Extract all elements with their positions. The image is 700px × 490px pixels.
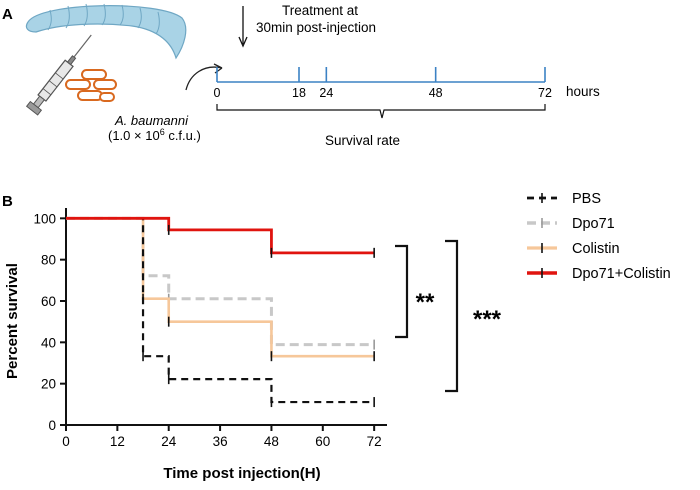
- timeline-tick-label: 18: [292, 86, 306, 100]
- panel-a-label: A: [2, 6, 13, 23]
- treatment-arrow-icon: [238, 6, 248, 48]
- x-tick-label: 48: [264, 434, 279, 449]
- y-tick-label: 60: [41, 294, 56, 309]
- legend-label: PBS: [572, 191, 601, 207]
- dose-label: (1.0 × 106 c.f.u.): [108, 127, 201, 143]
- series-line-dpo71: [66, 216, 375, 347]
- y-tick-label: 40: [41, 335, 56, 350]
- larva-segments: [47, 3, 160, 35]
- x-tick-label: 0: [62, 434, 70, 449]
- legend-item: Dpo71+Colistin: [527, 266, 671, 282]
- x-axis-title: Time post injection(H): [163, 465, 320, 482]
- y-tick-label: 100: [33, 211, 56, 226]
- series-line-dpo71-colistin: [66, 216, 375, 255]
- syringe-icon: [25, 34, 92, 116]
- x-tick-label: 12: [110, 434, 125, 449]
- chart-ticks: 0 12 24 36 48 60 72 0 20 40 60 80 100: [33, 211, 381, 449]
- treatment-line1: Treatment at: [282, 3, 358, 18]
- significance-bracket-inner: [395, 244, 409, 339]
- legend-label: Dpo71: [572, 216, 615, 232]
- x-tick-label: 24: [161, 434, 177, 449]
- legend-item: Dpo71: [527, 216, 615, 232]
- dose-suffix: c.f.u.): [165, 128, 201, 143]
- significance-inner: **: [416, 289, 435, 316]
- series-line-pbs: [66, 217, 375, 404]
- y-axis-title: Percent survival: [4, 263, 21, 379]
- bacteria-icon: [65, 69, 117, 102]
- x-tick-label: 72: [367, 434, 382, 449]
- chart-axes: [65, 208, 387, 426]
- dose-exponent: 6: [160, 127, 165, 137]
- timeline-tick-label: 48: [429, 86, 443, 100]
- treatment-line2: 30min post-injection: [256, 20, 376, 35]
- timeline-tick-label: 24: [319, 86, 333, 100]
- y-tick-label: 80: [41, 253, 56, 268]
- larva-illustration: [25, 3, 187, 60]
- legend-item: PBS: [527, 191, 601, 207]
- legend-label: Colistin: [572, 241, 620, 257]
- y-tick-label: 20: [41, 377, 56, 392]
- larva-body: [25, 5, 187, 60]
- legend-label: Dpo71+Colistin: [572, 266, 671, 282]
- y-tick-label: 0: [48, 418, 56, 433]
- chart-legend: PBS Dpo71 Colistin Dpo71+Colistin: [527, 191, 671, 282]
- x-tick-label: 60: [315, 434, 330, 449]
- survival-brace: [216, 104, 546, 119]
- timeline-tick-label: 0: [214, 86, 221, 100]
- x-tick-label: 36: [213, 434, 228, 449]
- legend-item: Colistin: [527, 241, 620, 257]
- survival-chart: 0 12 24 36 48 60 72 0 20 40 60 80 100: [33, 208, 387, 449]
- significance-bracket-outer: [445, 239, 459, 393]
- series-line-colistin: [66, 217, 375, 358]
- hours-label: hours: [566, 84, 600, 99]
- organism-label: A. baumanni: [114, 113, 189, 128]
- dose-prefix: (1.0 × 10: [108, 128, 160, 143]
- timeline: 0 18 24 48 72: [214, 67, 552, 100]
- panel-b-label: B: [2, 193, 13, 210]
- survival-rate-label: Survival rate: [325, 133, 400, 148]
- chart-series: [66, 216, 375, 408]
- significance-outer: ***: [473, 306, 502, 333]
- timeline-tick-label: 72: [538, 86, 552, 100]
